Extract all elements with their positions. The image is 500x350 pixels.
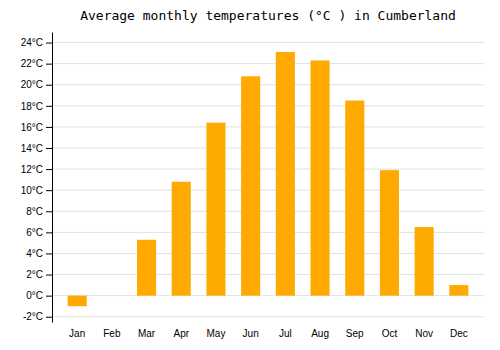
- tick: 12°C: [21, 164, 52, 175]
- bar: [241, 76, 260, 295]
- tick-label: 10°C: [21, 185, 43, 196]
- title: Average monthly temperatures (°C ) in Cu…: [80, 8, 456, 23]
- tick: 20°C: [21, 79, 52, 90]
- tick: Dec: [450, 328, 468, 339]
- tick: May: [206, 328, 225, 339]
- tick-mark: [46, 317, 52, 318]
- tick-mark: [46, 232, 52, 233]
- grid-line: [52, 42, 484, 43]
- tick-mark: [46, 106, 52, 107]
- bar: [415, 227, 434, 296]
- tick-label: Mar: [138, 328, 156, 339]
- chart-container: -2°C 0°C 2°C 4°C 6°C 8°C 10°C 12°C 14°C 16°C 18°C 2…: [0, 0, 500, 350]
- tick-mark: [46, 253, 52, 254]
- tick-label: 20°C: [21, 79, 43, 90]
- tick: 4°C: [26, 248, 52, 259]
- tick-label: 12°C: [21, 164, 43, 175]
- tick: Jul: [279, 328, 292, 339]
- tick-label: Feb: [103, 328, 121, 339]
- tick: Aug: [311, 328, 329, 339]
- tick-label: 14°C: [21, 143, 43, 154]
- tick-label: May: [206, 328, 225, 339]
- y-axis: -2°C 0°C 2°C 4°C 6°C 8°C 10°C 12°C 14°C 16°C 18°C 2…: [21, 33, 53, 323]
- bar: [206, 123, 225, 296]
- tick-mark: [46, 169, 52, 170]
- tick: 10°C: [21, 185, 52, 196]
- tick-mark: [46, 275, 52, 276]
- tick: 24°C: [21, 37, 52, 48]
- tick-label: 2°C: [26, 269, 43, 280]
- tick-label: Oct: [382, 328, 398, 339]
- tick-mark: [46, 85, 52, 86]
- tick-label: 24°C: [21, 37, 43, 48]
- grid-line: [52, 84, 484, 85]
- tick: Feb: [103, 328, 121, 339]
- tick-label: Dec: [450, 328, 468, 339]
- tick: Sep: [346, 328, 364, 339]
- tick: Mar: [138, 328, 156, 339]
- plot: -2°C 0°C 2°C 4°C 6°C 8°C 10°C 12°C 14°C 16°C 18°C 2…: [21, 33, 484, 340]
- tick-label: Nov: [415, 328, 433, 339]
- tick-label: 18°C: [21, 101, 43, 112]
- tick-label: Jul: [279, 328, 292, 339]
- tick: Apr: [173, 328, 189, 339]
- tick-label: Jun: [243, 328, 259, 339]
- grid-line: [52, 316, 484, 317]
- bar: [102, 295, 121, 296]
- grid-line: [52, 169, 484, 170]
- axis-line: [52, 33, 53, 323]
- bar: [311, 60, 330, 295]
- tick-label: Aug: [311, 328, 329, 339]
- grid-line: [52, 211, 484, 212]
- grid-line: [52, 105, 484, 106]
- bar: [172, 182, 191, 296]
- tick: 2°C: [26, 269, 52, 280]
- tick-label: Sep: [346, 328, 364, 339]
- bar: [276, 52, 295, 296]
- tick-label: 4°C: [26, 248, 43, 259]
- bars: [68, 52, 469, 306]
- tick-label: 0°C: [26, 290, 43, 301]
- tick-mark: [46, 211, 52, 212]
- tick: 8°C: [26, 206, 52, 217]
- tick-label: 16°C: [21, 122, 43, 133]
- bar: [68, 296, 87, 307]
- grid-line: [52, 148, 484, 149]
- tick-label: 6°C: [26, 227, 43, 238]
- tick: 14°C: [21, 143, 52, 154]
- tick-mark: [46, 127, 52, 128]
- grid: [52, 43, 484, 317]
- bar: [345, 101, 364, 296]
- tick: 16°C: [21, 122, 52, 133]
- grid-line: [52, 126, 484, 127]
- x-axis: Jan Feb Mar Apr May Jun Jul Aug Sep Oct Nov Dec: [69, 328, 468, 339]
- bar: [137, 240, 156, 296]
- grid-line: [52, 63, 484, 64]
- bar: [449, 285, 468, 296]
- tick: 22°C: [21, 58, 52, 69]
- tick-mark: [46, 296, 52, 297]
- grid-line: [52, 190, 484, 191]
- tick: -2°C: [23, 311, 52, 322]
- tick-mark: [46, 43, 52, 44]
- tick-label: Jan: [69, 328, 85, 339]
- tick: 6°C: [26, 227, 52, 238]
- chart-svg: -2°C 0°C 2°C 4°C 6°C 8°C 10°C 12°C 14°C 16°C 18°C 2…: [0, 0, 500, 350]
- tick-mark: [46, 190, 52, 191]
- tick: 0°C: [26, 290, 52, 301]
- tick: Nov: [415, 328, 433, 339]
- tick: Oct: [382, 328, 398, 339]
- tick: 18°C: [21, 101, 52, 112]
- tick-label: Apr: [173, 328, 189, 339]
- tick-mark: [46, 148, 52, 149]
- tick-mark: [46, 64, 52, 65]
- tick: Jun: [243, 328, 259, 339]
- tick-label: 22°C: [21, 58, 43, 69]
- bar: [380, 170, 399, 295]
- tick: Jan: [69, 328, 85, 339]
- tick-label: -2°C: [23, 311, 43, 322]
- tick-label: 8°C: [26, 206, 43, 217]
